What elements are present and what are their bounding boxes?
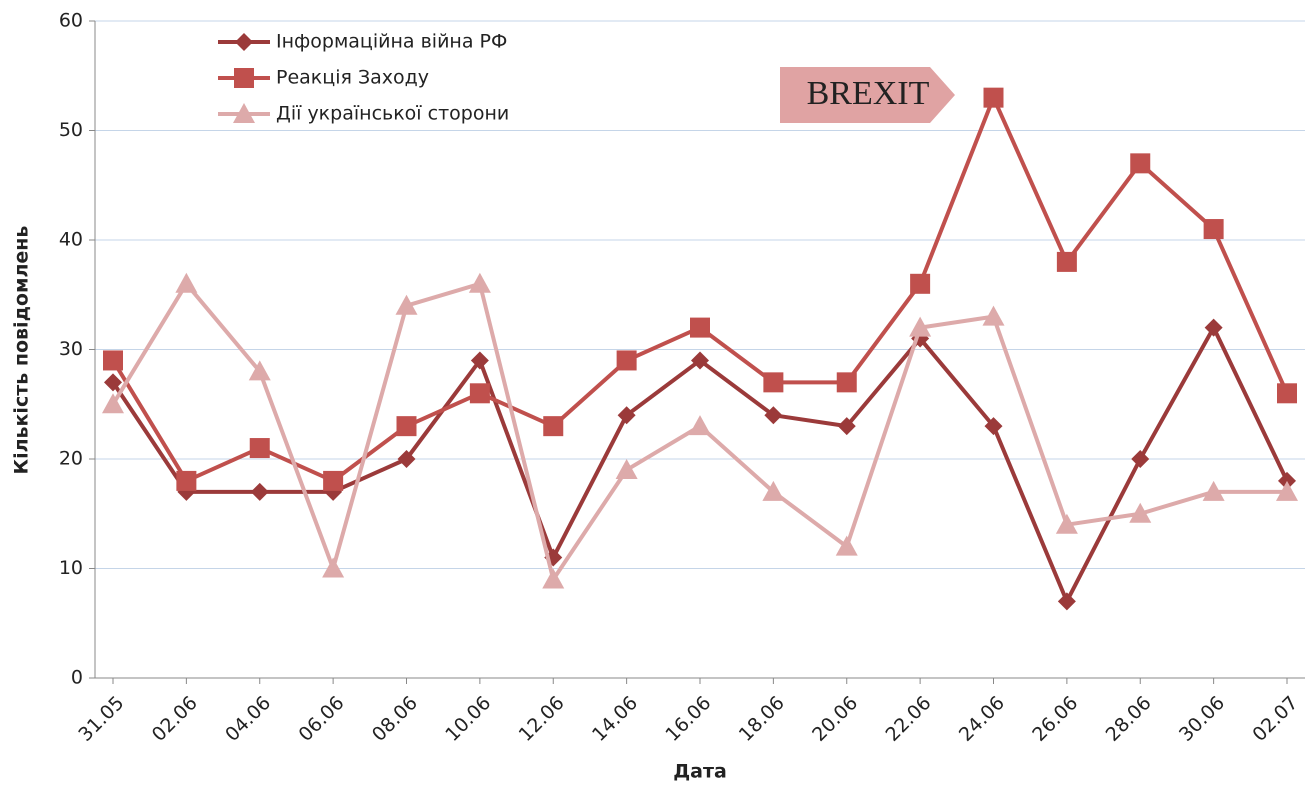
marker — [1129, 502, 1152, 523]
marker — [1202, 480, 1225, 501]
annotation-arrow — [780, 67, 955, 123]
x-tick-label: 30.06 — [1175, 692, 1229, 746]
x-tick-label: 31.05 — [74, 692, 128, 746]
marker — [469, 383, 490, 404]
x-tick-label: 14.06 — [588, 692, 642, 746]
legend-label: Реакція Заходу — [276, 67, 429, 89]
marker — [835, 535, 858, 556]
x-tick-label: 12.06 — [515, 692, 569, 746]
legend-label: Інформаційна війна РФ — [276, 31, 507, 53]
y-tick-label: 30 — [59, 338, 83, 360]
marker — [102, 393, 124, 414]
marker — [543, 416, 564, 437]
y-tick-label: 40 — [59, 229, 83, 251]
annotation: BREXIT — [807, 75, 930, 112]
marker — [104, 373, 122, 392]
marker — [234, 68, 254, 88]
marker — [249, 438, 270, 459]
marker — [910, 273, 931, 294]
marker — [983, 87, 1004, 108]
marker — [763, 372, 784, 393]
marker — [250, 482, 269, 501]
marker — [689, 415, 711, 436]
marker — [836, 372, 857, 393]
marker — [233, 103, 255, 123]
y-tick-label: 50 — [59, 119, 83, 141]
marker — [1055, 513, 1078, 534]
x-tick-label: 02.07 — [1248, 692, 1302, 746]
marker — [248, 360, 271, 381]
marker — [397, 450, 416, 468]
marker — [909, 316, 932, 337]
marker — [1056, 251, 1077, 272]
marker — [617, 406, 636, 425]
x-tick-label: 10.06 — [441, 692, 495, 746]
marker — [176, 470, 197, 491]
marker — [322, 557, 345, 578]
marker — [1131, 450, 1150, 468]
x-tick-label: 22.06 — [882, 692, 936, 746]
x-tick-label: 04.06 — [221, 692, 275, 746]
x-tick-label: 28.06 — [1102, 692, 1156, 746]
marker — [982, 305, 1005, 326]
marker — [691, 351, 709, 370]
x-tick-label: 18.06 — [735, 692, 789, 746]
x-tick-label: 24.06 — [955, 692, 1009, 746]
marker — [323, 470, 344, 491]
marker — [395, 294, 418, 315]
marker — [764, 406, 783, 425]
marker — [103, 350, 123, 371]
marker — [984, 417, 1003, 436]
marker — [690, 317, 710, 338]
marker — [1276, 480, 1298, 501]
x-tick-label: 06.06 — [295, 692, 349, 746]
legend-label: Дії української сторони — [276, 103, 509, 125]
marker — [1204, 318, 1223, 337]
y-tick-label: 10 — [59, 557, 83, 579]
x-tick-label: 08.06 — [368, 692, 422, 746]
x-tick-label: 16.06 — [661, 692, 715, 746]
marker — [615, 458, 638, 479]
y-axis-label: Кількість повідомлень — [11, 226, 33, 475]
x-tick-label: 26.06 — [1028, 692, 1082, 746]
marker — [542, 568, 565, 589]
y-tick-label: 60 — [59, 10, 83, 32]
x-axis-label: Дата — [673, 761, 727, 783]
marker — [235, 33, 253, 51]
x-tick-label: 02.06 — [148, 692, 202, 746]
y-tick-label: 20 — [59, 448, 83, 470]
marker — [1130, 153, 1151, 174]
x-tick-label: 20.06 — [808, 692, 862, 746]
marker — [616, 350, 637, 371]
marker — [1057, 592, 1076, 611]
marker — [1203, 219, 1224, 240]
y-tick-label: 0 — [71, 667, 83, 689]
marker — [837, 417, 856, 436]
marker — [468, 272, 491, 293]
marker — [396, 416, 417, 437]
marker — [762, 480, 785, 501]
marker — [175, 272, 198, 293]
marker — [470, 351, 489, 370]
marker — [1277, 383, 1297, 404]
